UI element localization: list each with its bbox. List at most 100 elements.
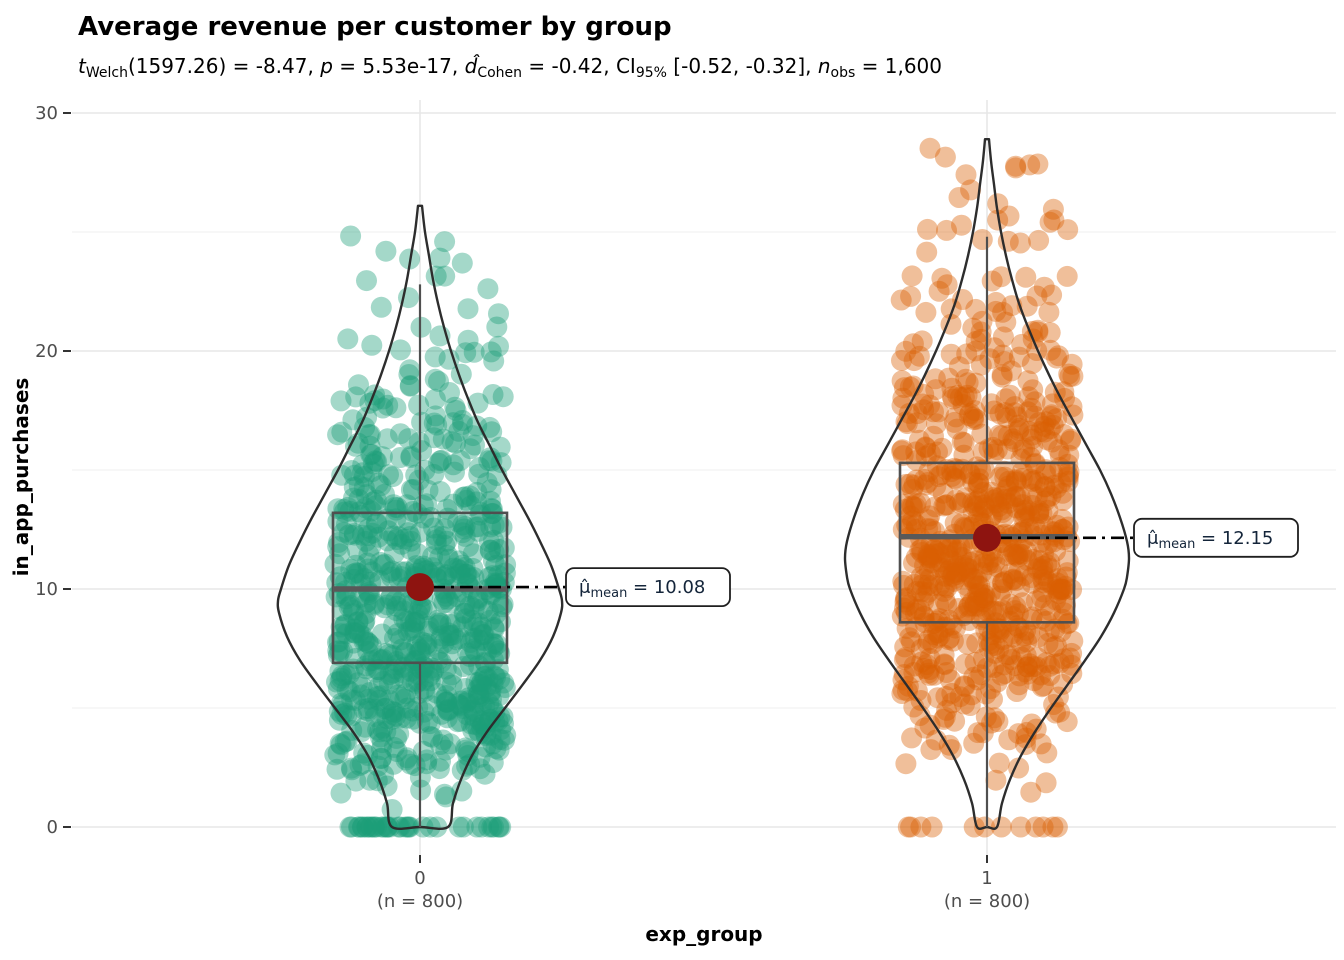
jitter-point [400, 619, 422, 641]
jitter-point [333, 498, 355, 520]
jitter-point [475, 676, 497, 698]
jitter-point [903, 573, 925, 595]
jitter-point [416, 633, 438, 654]
jitter-point [992, 326, 1014, 348]
jitter-point [455, 608, 477, 630]
jitter-point [324, 744, 346, 766]
jitter-point [454, 602, 476, 624]
jitter-point [388, 723, 410, 745]
jitter-point [958, 610, 980, 631]
jitter-point [445, 399, 467, 421]
jitter-point [371, 732, 393, 754]
jitter-point [1017, 370, 1039, 392]
jitter-point [987, 556, 1009, 578]
jitter-point [488, 816, 510, 838]
jitter-point [929, 608, 951, 630]
jitter-point [943, 562, 965, 584]
jitter-point [411, 440, 433, 462]
jitter-point [438, 548, 460, 570]
jitter-point [917, 472, 939, 493]
jitter-point [449, 694, 471, 716]
jitter-point [459, 595, 481, 617]
jitter-point [981, 504, 1003, 526]
jitter-point [1001, 623, 1023, 645]
jitter-point [1038, 621, 1060, 643]
jitter-point [951, 214, 972, 236]
jitter-point [1056, 265, 1078, 287]
jitter-point [953, 432, 975, 454]
jitter-point [371, 816, 393, 838]
jitter-point [383, 542, 405, 564]
jitter-point [336, 623, 357, 645]
jitter-point [408, 683, 430, 705]
jitter-point [489, 642, 511, 664]
jitter-point [962, 317, 984, 339]
jitter-point [429, 450, 451, 472]
jitter-point [423, 412, 445, 434]
jitter-point [377, 394, 399, 416]
jitter-point [433, 566, 455, 588]
jitter-point [486, 633, 508, 655]
jitter-point [988, 638, 1010, 660]
jitter-point [987, 601, 1009, 623]
jitter-point [379, 816, 401, 838]
jitter-point [1058, 444, 1080, 466]
jitter-point [1062, 630, 1084, 652]
jitter-point [360, 500, 382, 522]
jitter-point [990, 618, 1012, 640]
jitter-point [1008, 723, 1029, 745]
jitter-point [381, 703, 403, 725]
jitter-point [428, 370, 449, 392]
jitter-point [941, 682, 963, 704]
jitter-point [1039, 211, 1061, 233]
jitter-point [337, 328, 359, 350]
jitter-point [444, 396, 466, 418]
jitter-point [400, 611, 422, 633]
jitter-point [353, 477, 375, 498]
jitter-point [360, 816, 382, 838]
jitter-point [452, 514, 474, 536]
jitter-point [974, 547, 996, 569]
jitter-point [1004, 402, 1026, 424]
jitter-point [482, 636, 504, 658]
jitter-point [475, 716, 497, 738]
jitter-point [483, 632, 504, 654]
jitter-point [412, 670, 434, 692]
jitter-point [1008, 665, 1030, 687]
jitter-point [951, 513, 972, 535]
jitter-point [450, 695, 472, 717]
jitter-point [447, 711, 469, 733]
jitter-point [949, 686, 971, 708]
jitter-point [929, 625, 951, 647]
jitter-point [358, 544, 380, 566]
jitter-point [1046, 635, 1067, 657]
jitter-point [998, 470, 1020, 492]
jitter-point [402, 708, 424, 730]
jitter-point [984, 707, 1005, 729]
jitter-point [379, 588, 401, 610]
jitter-point [424, 388, 446, 410]
jitter-point [965, 298, 987, 320]
jitter-point [1052, 482, 1074, 504]
jitter-point [959, 581, 981, 603]
jitter-point [432, 526, 454, 547]
jitter-point [1031, 608, 1052, 630]
jitter-point [382, 662, 404, 684]
jitter-point [464, 701, 485, 723]
jitter-point [395, 683, 417, 704]
jitter-point [452, 413, 474, 435]
jitter-point [1033, 565, 1055, 587]
jitter-point [938, 367, 960, 389]
jitter-point [462, 628, 484, 649]
jitter-point [919, 443, 941, 464]
jitter-point [472, 598, 494, 620]
jitter-point [351, 676, 373, 698]
jitter-point [920, 739, 942, 761]
jitter-point [893, 574, 915, 596]
jitter-point [454, 486, 476, 508]
jitter-point [1005, 596, 1027, 618]
jitter-point [1035, 463, 1056, 485]
jitter-point [364, 816, 385, 838]
jitter-point [1016, 656, 1038, 678]
jitter-point [390, 339, 411, 361]
